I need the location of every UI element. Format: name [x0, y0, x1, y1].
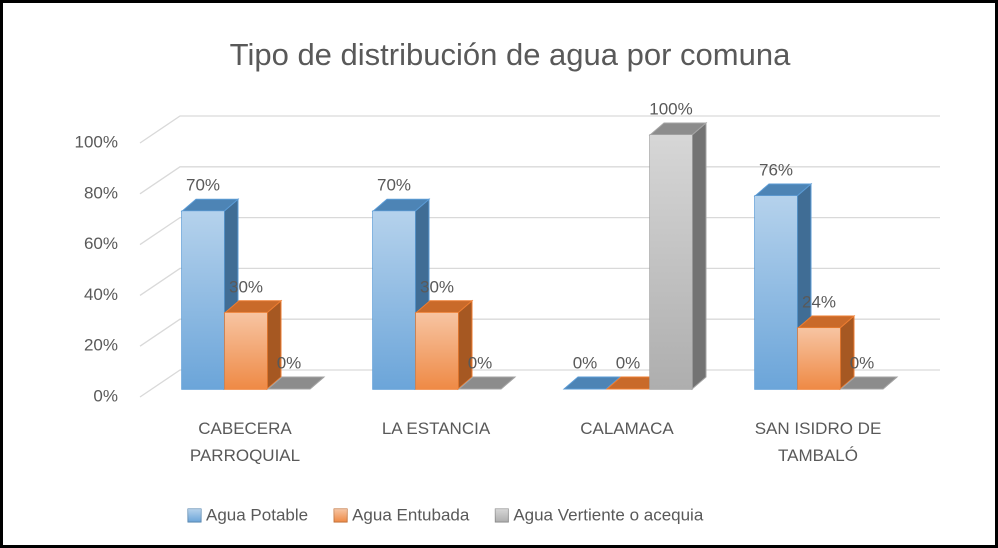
data-label: 24%	[802, 293, 836, 312]
y-tick-label: 100%	[75, 132, 118, 151]
bar	[796, 314, 856, 391]
data-label: 30%	[229, 277, 263, 296]
bar	[457, 376, 517, 390]
data-label: 76%	[759, 160, 793, 179]
data-label: 0%	[277, 353, 302, 372]
bar	[414, 299, 474, 391]
y-tick-label: 60%	[84, 234, 118, 253]
x-tick-label: CALAMACA	[580, 419, 674, 438]
y-tick-label: 20%	[84, 336, 118, 355]
x-tick-line: SAN ISIDRO DE	[755, 419, 882, 438]
legend-swatch-shine	[188, 509, 201, 522]
bar	[266, 376, 326, 390]
x-tick-line: LA ESTANCIA	[382, 419, 491, 438]
x-tick-line: PARROQUIAL	[190, 446, 300, 465]
legend-label: Agua Potable	[206, 505, 308, 524]
bar-side	[266, 299, 282, 391]
bar-shine	[798, 328, 840, 389]
legend-swatch-shine	[334, 509, 348, 522]
bar-side	[457, 299, 473, 391]
data-label: 0%	[616, 353, 641, 372]
x-tick-label: SAN ISIDRO DE TAMBALÓ	[755, 419, 882, 465]
bar-shine	[182, 211, 224, 389]
bar-top	[839, 376, 899, 390]
y-tick-label: 40%	[84, 285, 118, 304]
data-label: 100%	[649, 99, 692, 118]
bar-side	[691, 121, 707, 391]
data-label: 0%	[850, 353, 875, 372]
bar	[371, 198, 431, 391]
y-tick-label: 80%	[84, 183, 118, 202]
data-label: 30%	[420, 277, 454, 296]
bar	[753, 182, 813, 391]
bar-shine	[755, 195, 797, 389]
bar	[648, 121, 708, 391]
x-tick-label: CABECERA PARROQUIAL	[190, 419, 300, 465]
bar-top	[266, 376, 326, 390]
bar-top	[562, 376, 622, 390]
x-tick-line: CALAMACA	[580, 419, 674, 438]
bar	[562, 376, 622, 390]
x-tick-line: CABECERA	[198, 419, 292, 438]
bar-shine	[373, 211, 415, 389]
bar-top	[457, 376, 517, 390]
chart-title: Tipo de distribución de agua por comuna	[230, 37, 791, 72]
bar	[839, 376, 899, 390]
bar-shine	[650, 135, 692, 389]
x-tick-line: TAMBALÓ	[778, 446, 858, 465]
data-label: 0%	[573, 353, 598, 372]
bar	[223, 299, 283, 391]
legend-swatch-shine	[495, 509, 509, 522]
legend-label: Agua Entubada	[352, 505, 470, 524]
bar-shine	[416, 312, 458, 389]
grid-line	[139, 115, 940, 144]
y-tick-label: 0%	[93, 386, 118, 405]
x-tick-label: LA ESTANCIA	[382, 419, 491, 438]
bar-shine	[225, 312, 267, 389]
data-label: 70%	[186, 176, 220, 195]
legend-label: Agua Vertiente o acequia	[513, 505, 704, 524]
data-label: 70%	[377, 176, 411, 195]
data-label: 0%	[468, 353, 493, 372]
